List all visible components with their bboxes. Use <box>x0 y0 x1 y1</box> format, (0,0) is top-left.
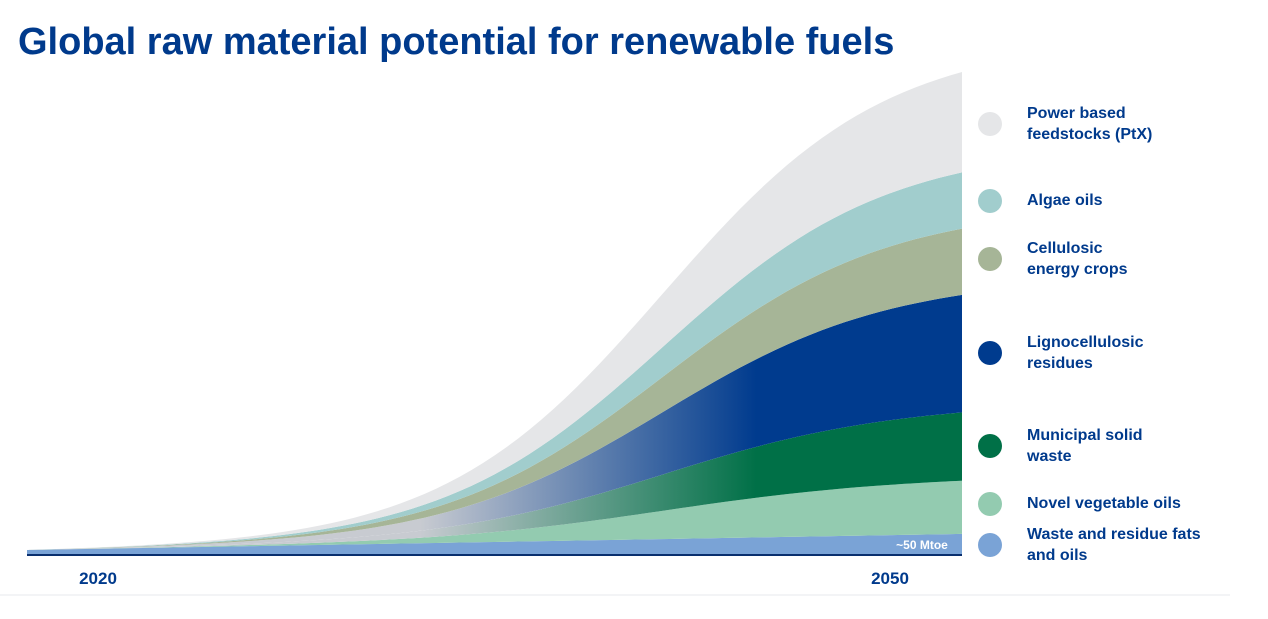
area-series-3 <box>27 294 962 550</box>
footer-divider <box>0 594 1230 596</box>
area-series-1 <box>27 480 962 550</box>
area-series-0 <box>27 533 962 554</box>
x-tick-label: 2050 <box>871 569 909 588</box>
area-series-5 <box>27 172 962 550</box>
x-axis-ticks: 2020 2050 <box>79 569 909 588</box>
area-series-2 <box>27 412 962 550</box>
chart-title: Global raw material potential for renewa… <box>18 21 895 63</box>
annotation-label: ~50 Mtoe <box>896 538 948 552</box>
area-series-6 <box>27 72 962 550</box>
area-series-4 <box>27 228 962 550</box>
x-tick-label: 2020 <box>79 569 117 588</box>
series-areas <box>27 72 962 554</box>
